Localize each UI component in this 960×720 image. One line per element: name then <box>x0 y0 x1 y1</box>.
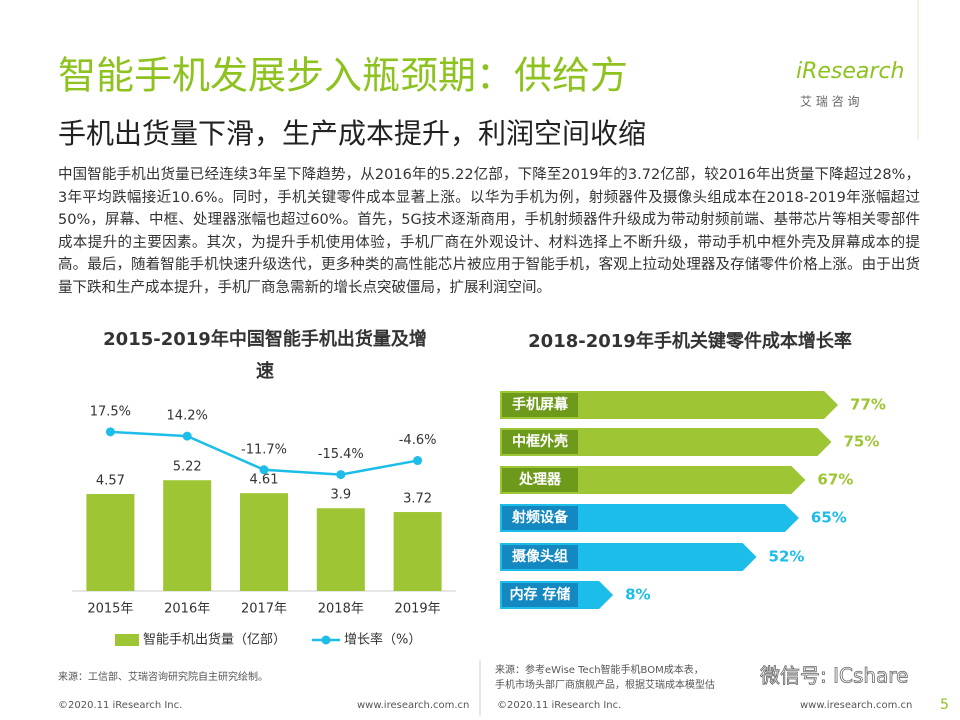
bar <box>240 493 288 591</box>
page-number: 5 <box>940 697 949 713</box>
legend-label: 智能手机出货量（亿部） <box>143 632 286 648</box>
growth-dot <box>182 431 192 441</box>
logo: iResearch <box>796 59 905 84</box>
source: 手机市场头部厂商旗舰产品，根据艾瑞成本模型估 <box>495 678 715 691</box>
value-label: 77% <box>850 396 886 414</box>
value-label: 5.22 <box>173 460 202 475</box>
value-label: 14.2% <box>167 409 208 424</box>
growth-dot <box>259 465 269 475</box>
subtitle: 手机出货量下滑，生产成本提升，利润空间收缩 <box>58 117 646 150</box>
category-box <box>502 545 578 569</box>
value-label: -15.4% <box>318 447 364 462</box>
value-label: -11.7% <box>241 442 287 457</box>
category-box <box>502 583 578 607</box>
chart-title: 2018-2019年手机关键零件成本增长率 <box>528 330 852 352</box>
category-box <box>502 393 578 417</box>
value-label: 67% <box>817 471 853 489</box>
bar <box>86 494 135 591</box>
value-label: 52% <box>769 548 805 566</box>
watermark: 微信号: ICshare <box>760 664 908 688</box>
copyright: ©2020.11 iResearch Inc. <box>497 700 621 711</box>
url: www.iresearch.com.cn <box>800 700 912 711</box>
value-label: 3.72 <box>403 492 432 507</box>
bar <box>500 428 832 456</box>
legend-swatch <box>321 635 331 645</box>
category-label: 射频设备 <box>511 509 569 526</box>
bar <box>163 480 212 591</box>
logo-cn: 艾 瑞 咨 询 <box>800 94 859 109</box>
x-tick-label: 2015年 <box>87 602 133 617</box>
category-label: 中框外壳 <box>512 433 568 450</box>
value-label: 75% <box>844 433 880 451</box>
growth-dot <box>336 470 346 480</box>
value-label: 3.9 <box>330 488 351 503</box>
category-label: 处理器 <box>518 471 562 488</box>
category-label: 内存 存储 <box>510 586 571 603</box>
source: 来源：参考eWise Tech智能手机BOM成本表， <box>495 663 704 676</box>
value-label: 4.61 <box>250 473 279 488</box>
value-label: 8% <box>625 586 650 604</box>
value-label: 17.5% <box>90 404 131 419</box>
value-label: -4.6% <box>399 433 437 448</box>
growth-dot <box>105 427 115 437</box>
category-box <box>502 506 578 530</box>
category-box <box>502 468 578 492</box>
x-tick-label: 2018年 <box>318 602 364 617</box>
body-text: 中国智能手机出货量已经连续3年呈下降趋势，从2016年的5.22亿部，下降至20… <box>58 167 920 296</box>
bar <box>500 391 839 419</box>
x-tick-label: 2019年 <box>395 602 441 617</box>
url: www.iresearch.com.cn <box>357 700 469 711</box>
chart-title: 2015-2019年中国智能手机出货量及增速 <box>103 329 427 382</box>
category-box <box>502 430 578 454</box>
copyright: ©2020.11 iResearch Inc. <box>58 700 182 711</box>
source: 来源：工信部、艾瑞咨询研究院自主研究绘制。 <box>58 670 268 683</box>
bar <box>316 508 365 591</box>
legend-label: 增长率（%） <box>344 632 421 648</box>
value-label: 65% <box>811 509 847 527</box>
bar <box>393 512 442 591</box>
category-label: 手机屏幕 <box>512 396 569 413</box>
category-label: 摄像头组 <box>512 548 568 565</box>
legend-swatch <box>115 634 139 646</box>
value-label: 4.57 <box>96 474 125 489</box>
growth-dot <box>413 456 423 466</box>
x-tick-label: 2017年 <box>241 602 287 617</box>
title: 智能手机发展步入瓶颈期：供给方 <box>58 54 628 98</box>
x-tick-label: 2016年 <box>164 602 210 617</box>
